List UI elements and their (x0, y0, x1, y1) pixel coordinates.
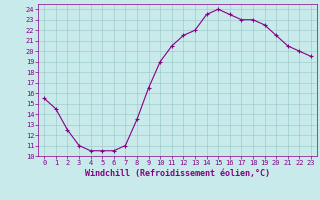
X-axis label: Windchill (Refroidissement éolien,°C): Windchill (Refroidissement éolien,°C) (85, 169, 270, 178)
